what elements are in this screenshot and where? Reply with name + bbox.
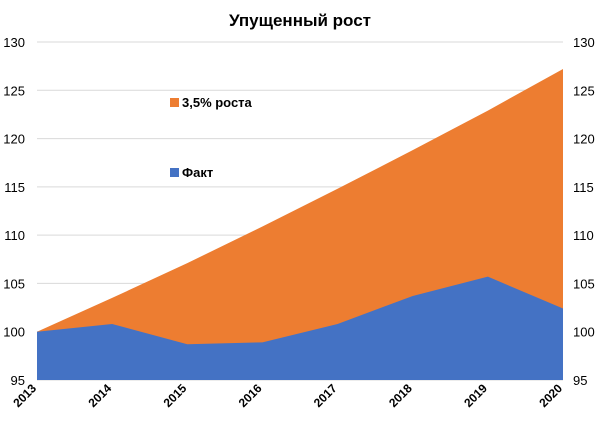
y-tick-label-right: 105 — [573, 276, 595, 291]
y-tick-label-right: 120 — [573, 132, 595, 147]
y-tick-label-left: 110 — [4, 228, 25, 243]
area-fact — [37, 276, 563, 380]
x-tick-label: 2019 — [461, 381, 490, 410]
y-tick-label-left: 100 — [3, 325, 25, 340]
x-tick-label: 2018 — [386, 381, 415, 410]
y-tick-label-right: 110 — [573, 228, 594, 243]
x-tick-label: 2016 — [236, 381, 265, 410]
y-tick-label-right: 100 — [573, 325, 595, 340]
y-tick-label-left: 120 — [3, 132, 25, 147]
y-tick-label-left: 95 — [11, 373, 25, 388]
x-tick-label: 2020 — [536, 381, 565, 410]
legend-label: 3,5% роста — [182, 95, 253, 110]
area-series — [37, 69, 563, 380]
x-axis: 2013 2014 2015 2016 2017 2018 2019 2020 — [10, 381, 565, 410]
y-tick-label-right: 125 — [573, 83, 595, 98]
y-tick-label-right: 130 — [573, 35, 595, 50]
y-axis-left: 95 100 105 110 115 120 125 130 — [3, 35, 25, 388]
y-axis-right: 95 100 105 110 115 120 125 130 — [573, 35, 595, 388]
x-tick-label: 2017 — [311, 381, 340, 410]
y-tick-label-left: 130 — [3, 35, 25, 50]
chart-title: Упущенный рост — [229, 11, 371, 30]
y-tick-label-left: 125 — [3, 83, 25, 98]
y-tick-label-right: 95 — [573, 373, 587, 388]
legend-swatch — [170, 98, 179, 107]
legend: 3,5% роста Факт — [170, 95, 253, 180]
y-tick-label-left: 115 — [4, 180, 25, 195]
y-tick-label-left: 105 — [3, 276, 25, 291]
x-tick-label: 2015 — [161, 381, 190, 410]
legend-swatch — [170, 168, 179, 177]
legend-label: Факт — [182, 165, 213, 180]
x-tick-label: 2014 — [85, 381, 114, 410]
y-tick-label-right: 115 — [573, 180, 594, 195]
